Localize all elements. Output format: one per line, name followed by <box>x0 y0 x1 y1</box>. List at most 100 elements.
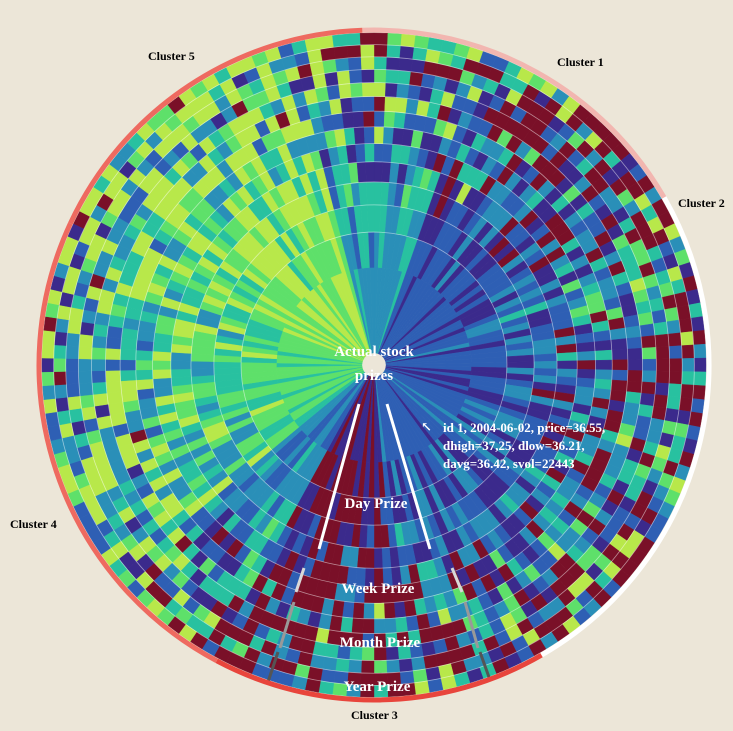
segment-cell-1040 <box>373 547 383 569</box>
segment-cell-1104 <box>320 668 336 684</box>
ring-divider-7 <box>135 126 613 604</box>
segment-cell-38 <box>397 70 412 86</box>
segment-cell-517 <box>693 343 707 359</box>
ring-dividers <box>53 44 695 686</box>
segment-cell-2069 <box>335 57 350 72</box>
segment-cell-1575 <box>119 359 136 371</box>
segment-cell-555 <box>640 381 657 395</box>
segment-cell-1545 <box>152 377 173 389</box>
segment-cell-2083 <box>347 56 362 71</box>
segment-cell-4 <box>373 161 383 183</box>
cluster-arc-2 <box>540 196 712 658</box>
segment-cell-1577 <box>91 358 106 372</box>
segment-cell-1523 <box>68 407 84 423</box>
segment-cell-496 <box>594 339 613 352</box>
segment-cell-516 <box>681 344 695 359</box>
segment-cell-1537 <box>67 395 82 411</box>
segment-cell-1044 <box>373 618 386 634</box>
band-guide-line-5 <box>463 601 480 649</box>
segment-cell-8 <box>373 96 386 112</box>
segment-cell-1522 <box>81 406 97 421</box>
segment-cell-2040 <box>312 73 328 89</box>
center-label-line-2: prizes <box>355 368 393 384</box>
segment-cell-25 <box>386 56 401 71</box>
segment-cell-2091 <box>364 143 375 163</box>
segment-cell-2077 <box>355 143 366 163</box>
segment-cell-23 <box>385 82 398 98</box>
segment-cell-1562 <box>105 370 121 383</box>
band-guide-line-2 <box>294 567 306 593</box>
segment-cell-556 <box>654 382 670 397</box>
segment-cell-513 <box>641 347 657 360</box>
segment-cell-515 <box>668 345 683 360</box>
segment-cell-1607 <box>66 332 81 347</box>
segment-cell-1569 <box>240 362 277 368</box>
cluster-arc-3 <box>215 652 543 703</box>
segment-cell-1538 <box>55 397 70 413</box>
segment-cell-486 <box>653 321 669 336</box>
segment-cell-2094 <box>362 96 375 112</box>
band-label-week: Week Prize <box>342 581 415 597</box>
segment-cell-1622 <box>55 317 70 333</box>
segment-cell-1553 <box>42 384 56 400</box>
segment-cell-10 <box>373 69 387 84</box>
segment-cell-2095 <box>361 82 375 97</box>
segment-cell-1539 <box>43 398 58 414</box>
segment-cell-540 <box>627 370 643 383</box>
segment-cell-1061 <box>360 660 375 674</box>
segment-cell-2089 <box>366 181 375 206</box>
segment-cell-1572 <box>170 360 192 370</box>
segment-cell-545 <box>693 371 707 387</box>
segment-cell-2068 <box>336 70 351 86</box>
segment-cell-531 <box>694 357 707 373</box>
cluster-arc-5 <box>68 27 363 225</box>
segment-cell-1089 <box>335 658 350 673</box>
segment-cell-1043 <box>373 602 385 620</box>
segment-cell-6 <box>373 126 385 144</box>
segment-cell-487 <box>666 319 681 335</box>
segment-cell-1604 <box>105 336 122 350</box>
segment-cell-489 <box>690 316 705 332</box>
segment-cell-1591 <box>91 347 107 360</box>
ring-divider-12 <box>65 56 683 674</box>
cluster-5-label: Cluster 5 <box>148 49 195 63</box>
segment-cell-530 <box>681 358 695 372</box>
segment-cell-471 <box>637 311 654 326</box>
segment-cell-1533 <box>121 389 139 403</box>
segment-cell-1570 <box>213 361 242 369</box>
segment-cell-509 <box>576 350 596 361</box>
segment-cell-2085 <box>346 33 361 46</box>
segment-cell-39 <box>398 57 413 72</box>
segment-cell-1072 <box>351 617 364 634</box>
segment-cell-1563 <box>91 370 107 383</box>
ring-divider-8 <box>119 110 629 620</box>
ring-divider-13 <box>53 44 695 686</box>
band-guide-line-7 <box>478 651 492 681</box>
segment-cell-473 <box>664 307 680 323</box>
segment-cell-1557 <box>190 368 215 377</box>
segment-cell-21 <box>383 111 396 128</box>
segment-cell-2056 <box>320 46 336 62</box>
segment-cell-1608 <box>54 331 68 346</box>
segment-cell-585 <box>664 407 680 423</box>
segment-cell-1029 <box>383 602 396 619</box>
segment-cell-41 <box>400 33 416 48</box>
segment-cell-1603 <box>120 338 138 351</box>
segment-cell-1578 <box>78 358 92 372</box>
segment-cell-537 <box>576 369 596 380</box>
segment-cell-2071 <box>332 33 348 48</box>
segment-cell-990 <box>420 641 436 657</box>
segment-cell-1623 <box>43 316 58 332</box>
segment-cell-1560 <box>135 369 154 381</box>
ring-divider-6 <box>152 143 596 587</box>
segment-cell-2097 <box>360 56 375 70</box>
segment-cell-1033 <box>386 659 401 674</box>
segment-cell-1015 <box>393 601 407 619</box>
segment-cell-1579 <box>65 358 79 372</box>
segment-cell-1521 <box>94 404 111 419</box>
segment-cell-558 <box>680 384 694 399</box>
segment-cell-1605 <box>91 335 108 349</box>
segment-cell-1619 <box>92 323 109 338</box>
cluster-arc-4 <box>36 222 218 663</box>
